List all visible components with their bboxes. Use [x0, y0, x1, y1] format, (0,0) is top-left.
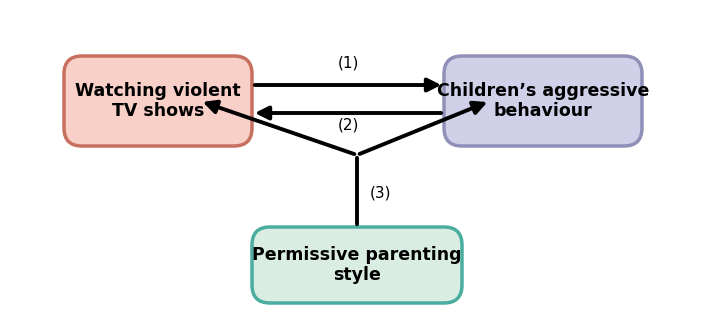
FancyBboxPatch shape	[252, 227, 462, 303]
Text: Watching violent
TV shows: Watching violent TV shows	[75, 82, 241, 120]
FancyBboxPatch shape	[64, 56, 252, 146]
Text: Children’s aggressive
behaviour: Children’s aggressive behaviour	[437, 82, 649, 120]
Text: (2): (2)	[337, 117, 358, 132]
Text: (1): (1)	[337, 56, 358, 71]
Text: (3): (3)	[370, 185, 391, 201]
FancyBboxPatch shape	[444, 56, 642, 146]
Text: Permissive parenting
style: Permissive parenting style	[252, 245, 462, 284]
